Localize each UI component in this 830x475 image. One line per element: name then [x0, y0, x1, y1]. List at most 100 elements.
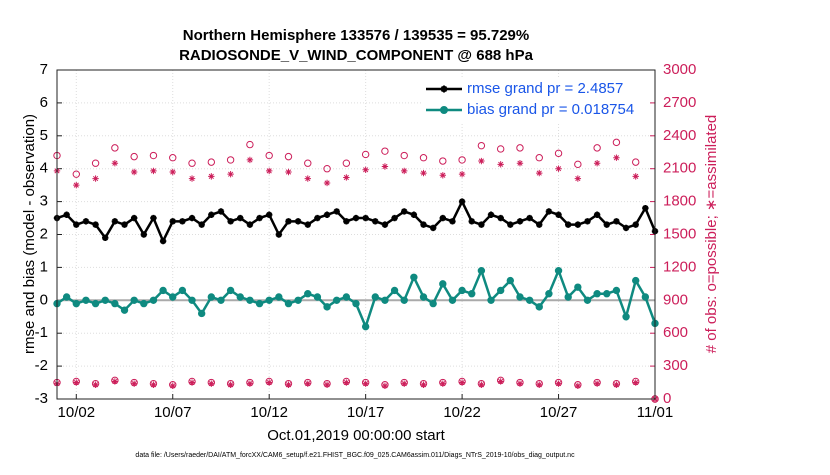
marker — [632, 379, 639, 386]
marker — [255, 299, 264, 308]
marker — [313, 293, 322, 301]
marker — [226, 156, 235, 164]
marker — [632, 221, 639, 228]
marker — [612, 138, 621, 147]
marker — [208, 211, 215, 218]
marker — [227, 381, 234, 388]
marker — [535, 154, 543, 162]
marker — [149, 296, 158, 304]
marker — [111, 160, 119, 167]
marker — [381, 221, 389, 228]
marker — [410, 211, 418, 218]
y2-tick-label: 3000 — [663, 61, 696, 78]
marker — [478, 381, 485, 388]
marker — [401, 167, 408, 175]
marker — [265, 379, 273, 386]
marker — [188, 159, 196, 167]
y-tick-label: 1 — [40, 258, 48, 275]
marker — [362, 166, 369, 173]
marker — [632, 173, 639, 180]
legend-label: rmse grand pr = 2.4857 — [467, 80, 623, 97]
marker — [188, 296, 196, 304]
marker — [449, 218, 456, 225]
marker — [140, 231, 148, 238]
marker — [603, 290, 611, 298]
marker — [323, 303, 331, 311]
x-tick-label: 10/17 — [347, 404, 385, 421]
marker — [497, 214, 504, 222]
marker — [198, 221, 205, 228]
marker — [526, 214, 533, 222]
marker — [285, 381, 292, 388]
marker — [477, 266, 486, 275]
marker — [130, 168, 138, 176]
y-tick-label: 3 — [40, 193, 48, 210]
marker — [323, 165, 331, 173]
marker — [564, 221, 572, 228]
marker — [641, 293, 650, 301]
marker — [362, 214, 369, 222]
marker — [603, 221, 610, 228]
marker — [545, 208, 553, 215]
y-tick-label: 4 — [40, 160, 48, 177]
y2-tick-label: 0 — [663, 390, 671, 407]
x-tick-label: 10/12 — [250, 404, 288, 421]
marker — [536, 381, 543, 388]
marker — [73, 181, 80, 189]
marker — [361, 322, 370, 331]
marker — [372, 218, 379, 225]
marker — [381, 147, 389, 155]
marker — [63, 211, 70, 218]
marker — [593, 380, 601, 387]
marker — [285, 168, 292, 176]
marker — [208, 380, 215, 387]
marker — [92, 221, 99, 228]
marker — [150, 214, 157, 222]
marker — [208, 173, 215, 180]
marker — [275, 293, 283, 301]
marker — [343, 174, 350, 181]
marker — [169, 218, 176, 225]
marker — [82, 218, 90, 225]
marker — [622, 313, 630, 321]
marker — [612, 286, 621, 295]
y2-tick-label: 2400 — [663, 127, 696, 144]
plot-frame — [56, 69, 656, 400]
marker — [333, 208, 340, 215]
marker — [111, 218, 119, 225]
marker — [352, 299, 360, 308]
chart-title: Northern Hemisphere 133576 / 139535 = 95… — [183, 27, 529, 44]
marker — [236, 293, 244, 301]
marker — [159, 237, 167, 245]
marker — [381, 382, 389, 390]
marker — [130, 296, 138, 304]
marker — [593, 144, 601, 152]
marker — [535, 303, 543, 311]
y2-tick-label: 600 — [663, 324, 688, 341]
marker — [92, 175, 99, 182]
marker — [188, 214, 196, 222]
marker — [343, 218, 350, 225]
marker — [400, 296, 408, 304]
y-tick-label: 7 — [40, 61, 48, 78]
marker — [458, 379, 466, 386]
marker — [284, 152, 293, 161]
marker — [583, 296, 592, 304]
legend-box — [422, 78, 650, 122]
marker — [256, 214, 263, 222]
marker — [439, 380, 447, 387]
marker — [91, 299, 100, 308]
marker — [497, 378, 504, 385]
marker — [314, 214, 321, 222]
marker — [92, 381, 99, 388]
marker — [478, 221, 485, 228]
marker — [574, 221, 582, 228]
marker — [343, 379, 350, 386]
marker — [227, 218, 234, 225]
marker — [554, 149, 563, 158]
x-tick-label: 10/22 — [443, 404, 481, 421]
legend-label: bias grand pr = 0.018754 — [467, 101, 634, 118]
y2-tick-label: 1200 — [663, 258, 696, 275]
marker — [632, 276, 640, 285]
